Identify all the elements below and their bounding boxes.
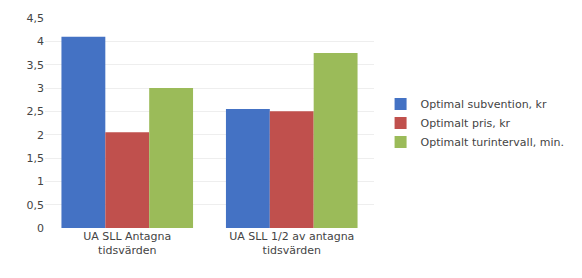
svg-text:UA SLL Antagnatidsvärden: UA SLL Antagnatidsvärden (83, 230, 171, 257)
svg-text:4: 4 (37, 35, 44, 48)
svg-text:UA SLL 1/2 av antagnatidsvärde: UA SLL 1/2 av antagnatidsvärden (229, 230, 354, 257)
svg-text:0: 0 (37, 222, 44, 235)
svg-text:4,5: 4,5 (27, 12, 45, 25)
svg-text:3,5: 3,5 (27, 59, 45, 72)
svg-text:0,5: 0,5 (27, 199, 45, 212)
svg-text:1,5: 1,5 (27, 152, 45, 165)
svg-text:2: 2 (37, 129, 44, 142)
svg-text:Optimalt turintervall, min.: Optimalt turintervall, min. (421, 136, 564, 149)
svg-text:Optimal subvention, kr: Optimal subvention, kr (421, 98, 547, 111)
svg-text:1: 1 (37, 175, 44, 188)
svg-text:3: 3 (37, 82, 44, 95)
svg-text:Optimalt pris, kr: Optimalt pris, kr (421, 117, 511, 130)
svg-text:2,5: 2,5 (27, 105, 45, 118)
